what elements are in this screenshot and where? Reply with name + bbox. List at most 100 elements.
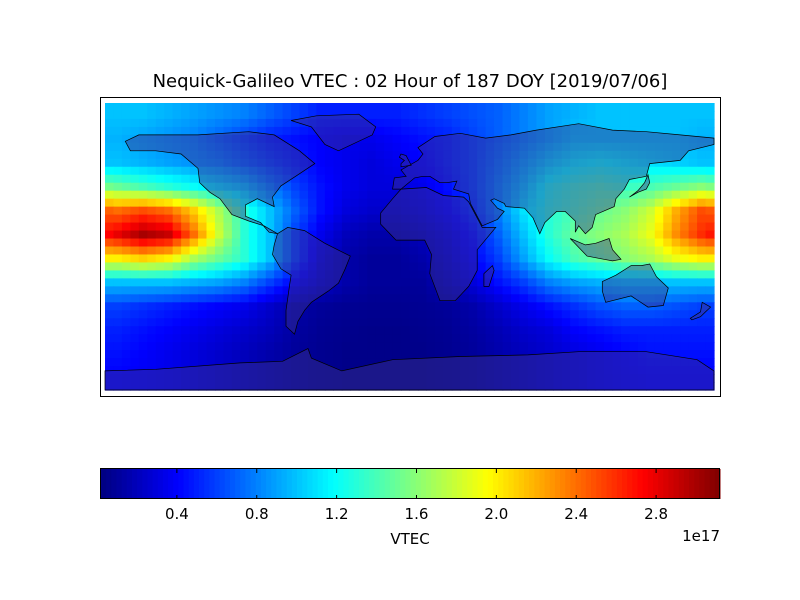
heatmap-cell <box>164 382 174 391</box>
heatmap-cell <box>688 238 698 248</box>
heatmap-cell <box>426 118 436 128</box>
heatmap-cell <box>358 190 368 200</box>
heatmap-cell <box>544 246 554 256</box>
heatmap-cell <box>231 134 241 144</box>
heatmap-cell <box>257 126 267 136</box>
heatmap-cell <box>164 302 174 311</box>
heatmap-cell <box>248 150 258 160</box>
heatmap-cell <box>291 182 301 192</box>
heatmap-cell <box>527 166 537 176</box>
heatmap-cell <box>308 230 318 240</box>
heatmap-cell <box>561 158 571 168</box>
heatmap-cell <box>105 246 115 256</box>
heatmap-cell <box>536 118 546 128</box>
heatmap-cell <box>697 262 707 272</box>
heatmap-cell <box>147 246 157 256</box>
heatmap-cell <box>519 350 529 359</box>
heatmap-cell <box>130 182 140 192</box>
heatmap-cell <box>620 310 631 319</box>
heatmap-cell <box>358 286 368 295</box>
heatmap-cell <box>181 278 191 287</box>
heatmap-cell <box>426 326 436 335</box>
heatmap-cell <box>189 254 199 264</box>
heatmap-cell <box>671 158 681 168</box>
heatmap-cell <box>299 214 309 224</box>
heatmap-cell <box>384 382 394 391</box>
heatmap-cell <box>401 318 411 327</box>
heatmap-cell <box>409 262 419 272</box>
heatmap-cell <box>265 326 275 335</box>
heatmap-cell <box>485 238 495 248</box>
heatmap-cell <box>223 350 233 359</box>
heatmap-cell <box>620 366 631 375</box>
heatmap-cell <box>308 382 318 391</box>
heatmap-cell <box>468 286 478 295</box>
heatmap-cell <box>485 126 495 136</box>
heatmap-cell <box>282 126 292 136</box>
heatmap-cell <box>663 334 673 343</box>
heatmap-cell <box>688 166 698 176</box>
heatmap-cell <box>392 174 402 184</box>
heatmap-cell <box>485 286 495 295</box>
heatmap-cell <box>654 350 664 359</box>
heatmap-cell <box>680 326 690 335</box>
heatmap-cell <box>172 190 182 200</box>
heatmap-cell <box>612 222 622 232</box>
heatmap-cell <box>384 222 394 232</box>
heatmap-cell <box>291 166 301 176</box>
colorbar-segment <box>245 469 252 499</box>
heatmap-cell <box>705 126 715 136</box>
heatmap-cell <box>451 134 461 144</box>
heatmap-cell <box>434 374 444 383</box>
heatmap-cell <box>299 326 309 335</box>
heatmap-cell <box>291 262 301 272</box>
heatmap-cell <box>206 190 216 200</box>
heatmap-cell <box>409 254 419 264</box>
heatmap-cell <box>587 254 597 264</box>
heatmap-cell <box>172 334 182 343</box>
heatmap-cell <box>612 286 622 295</box>
heatmap-cell <box>561 342 571 351</box>
heatmap-cell <box>468 103 478 112</box>
heatmap-cell <box>333 350 343 359</box>
heatmap-cell <box>688 262 698 272</box>
heatmap-cell <box>697 230 707 240</box>
heatmap-cell <box>587 230 597 240</box>
heatmap-cell <box>477 358 487 367</box>
heatmap-cell <box>282 366 292 375</box>
heatmap-cell <box>350 238 360 248</box>
heatmap-cell <box>409 270 419 279</box>
heatmap-cell <box>502 142 512 152</box>
heatmap-cell <box>671 174 681 184</box>
heatmap-cell <box>544 254 554 264</box>
heatmap-cell <box>105 238 115 248</box>
heatmap-cell <box>350 103 360 112</box>
heatmap-cell <box>561 174 571 184</box>
heatmap-cell <box>105 382 115 391</box>
heatmap-cell <box>477 206 487 216</box>
heatmap-cell <box>494 254 504 264</box>
heatmap-cell <box>578 318 588 327</box>
heatmap-cell <box>350 158 360 168</box>
heatmap-cell <box>282 103 292 112</box>
heatmap-cell <box>206 254 216 264</box>
heatmap-cell <box>265 366 275 375</box>
heatmap-cell <box>231 262 241 272</box>
heatmap-cell <box>587 382 597 391</box>
heatmap-cell <box>384 342 394 351</box>
heatmap-cell <box>350 262 360 272</box>
heatmap-cell <box>189 198 199 208</box>
heatmap-cell <box>460 334 470 343</box>
heatmap-cell <box>130 286 140 295</box>
heatmap-cell <box>248 230 258 240</box>
heatmap-cell <box>409 238 419 248</box>
heatmap-cell <box>502 318 512 327</box>
heatmap-cell <box>680 103 690 112</box>
heatmap-cell <box>291 246 301 256</box>
heatmap-cell <box>536 270 546 279</box>
heatmap-cell <box>511 342 521 351</box>
heatmap-cell <box>511 206 521 216</box>
heatmap-cell <box>477 126 487 136</box>
heatmap-cell <box>375 270 385 279</box>
heatmap-cell <box>553 254 563 264</box>
